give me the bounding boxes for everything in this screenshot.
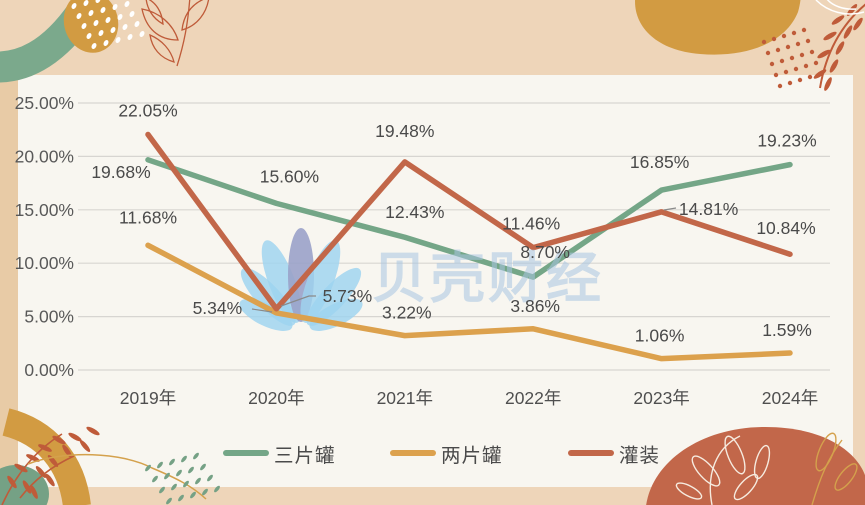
data-label: 3.86% — [510, 296, 560, 316]
data-label: 5.34% — [193, 298, 243, 318]
legend-label: 灌装 — [619, 444, 661, 467]
data-label: 1.06% — [635, 326, 685, 346]
data-label: 11.46% — [502, 214, 560, 234]
y-axis-tick-label: 5.00% — [24, 307, 74, 327]
data-label: 11.68% — [119, 207, 177, 227]
x-axis-label: 2019年 — [120, 388, 176, 408]
label-connector — [280, 295, 316, 307]
left-edge-band — [0, 75, 18, 487]
data-label: 5.73% — [323, 286, 373, 306]
watermark-text: 贝壳财经 — [372, 247, 604, 309]
watermark-shell-petal — [300, 240, 341, 323]
data-label: 3.22% — [382, 303, 432, 323]
series-line-两片罐 — [145, 242, 793, 362]
y-axis-tick-label: 25.00% — [15, 93, 74, 113]
data-label: 10.84% — [756, 218, 815, 238]
legend-swatch-rust — [568, 450, 614, 456]
x-axis-label: 2024年 — [762, 388, 818, 408]
x-axis-label: 2023年 — [633, 388, 689, 408]
series-line-三片罐 — [145, 157, 793, 280]
label-connector — [663, 207, 677, 211]
data-label: 12.43% — [385, 202, 444, 222]
y-axis-tick-label: 10.00% — [15, 253, 74, 273]
data-label: 14.81% — [679, 199, 738, 219]
label-connector — [251, 308, 273, 313]
watermark-shell-petal — [306, 267, 362, 326]
legend-swatch-green — [223, 450, 269, 456]
series-line-灌装 — [145, 131, 793, 312]
data-label: 19.23% — [757, 131, 816, 151]
legend-label: 三片罐 — [274, 444, 336, 467]
data-label: 8.70% — [520, 242, 570, 262]
legend: 三片罐 两片罐 灌装 — [0, 441, 865, 467]
data-label: 1.59% — [762, 320, 812, 340]
y-axis-tick-label: 0.00% — [24, 360, 74, 380]
legend-swatch-orange — [390, 450, 436, 456]
y-axis-tick-label: 20.00% — [15, 146, 74, 166]
data-label: 19.68% — [91, 162, 150, 182]
data-label: 16.85% — [630, 152, 689, 172]
x-axis-label: 2021年 — [377, 388, 433, 408]
data-label: 22.05% — [118, 101, 177, 121]
legend-label: 两片罐 — [441, 444, 503, 467]
x-axis-label: 2022年 — [505, 388, 561, 408]
x-axis-label: 2020年 — [248, 388, 304, 408]
watermark-shell-petal — [239, 298, 293, 332]
data-label: 19.48% — [375, 121, 434, 141]
legend-item-canning: 灌装 — [568, 441, 661, 467]
legend-item-three-piece-can: 三片罐 — [223, 441, 336, 467]
y-axis-tick-label: 15.00% — [15, 200, 74, 220]
legend-item-two-piece-can: 两片罐 — [390, 441, 503, 467]
data-label: 15.60% — [260, 166, 319, 186]
